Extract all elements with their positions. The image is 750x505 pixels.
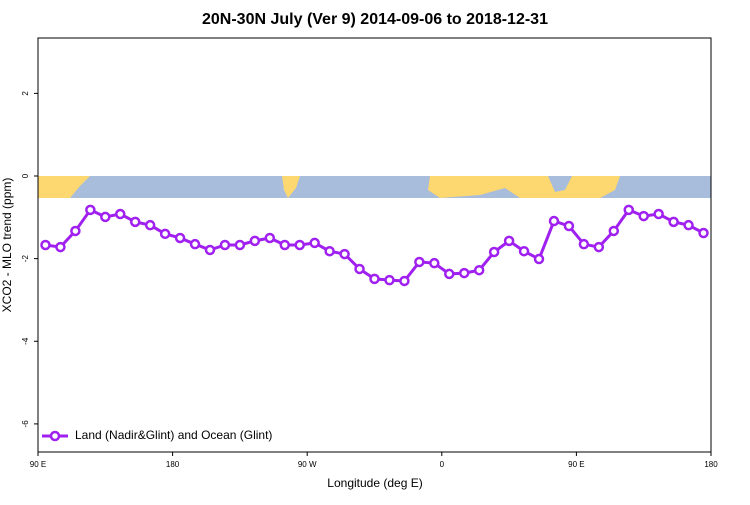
data-point xyxy=(458,267,470,279)
data-point xyxy=(339,248,350,260)
y-tick-label: 2 xyxy=(21,91,30,96)
x-tick-label: 90 E xyxy=(30,460,46,469)
x-tick-label: 180 xyxy=(704,460,718,469)
data-point xyxy=(70,225,81,237)
data-point xyxy=(608,225,620,237)
data-point xyxy=(144,219,156,231)
plot-frame xyxy=(37,37,712,453)
data-point xyxy=(488,246,500,258)
data-point xyxy=(698,227,709,239)
data-point xyxy=(533,253,545,265)
data-point xyxy=(189,238,201,250)
data-point xyxy=(85,204,96,216)
data-point xyxy=(55,241,66,253)
data-point xyxy=(653,208,664,220)
data-point xyxy=(429,257,440,269)
data-point xyxy=(279,239,291,251)
data-point xyxy=(503,235,515,247)
data-point xyxy=(294,239,305,251)
y-tick-label: -6 xyxy=(21,420,30,428)
data-point xyxy=(115,208,126,220)
data-point xyxy=(40,239,51,251)
series-line xyxy=(45,207,705,283)
data-point xyxy=(444,268,455,280)
data-point xyxy=(369,273,380,285)
legend-label: Land (Nadir&Glint) and Ocean (Glint) xyxy=(75,428,272,442)
x-tick-label: 180 xyxy=(166,460,180,469)
data-point xyxy=(518,245,530,257)
y-tick-label: -2 xyxy=(21,255,30,263)
x-tick-label: 0 xyxy=(440,460,445,469)
chart-title: 20N-30N July (Ver 9) 2014-09-06 to 2018-… xyxy=(202,11,548,28)
data-point xyxy=(578,238,590,250)
map-strip xyxy=(38,176,711,198)
x-tick-label: 90 W xyxy=(298,460,317,469)
legend-marker xyxy=(49,430,61,442)
data-point xyxy=(399,275,410,287)
data-point xyxy=(249,235,261,247)
x-axis-label: Longitude (deg E) xyxy=(327,476,422,490)
data-point xyxy=(638,210,649,222)
data-point xyxy=(683,219,694,231)
data-point xyxy=(563,220,575,232)
data-point xyxy=(129,216,141,228)
data-point xyxy=(264,232,276,244)
data-point xyxy=(204,244,216,256)
data-point xyxy=(623,204,634,216)
y-axis-label: XCO2 - MLO trend (ppm) xyxy=(0,178,14,313)
data-point xyxy=(548,215,560,227)
data-point xyxy=(668,216,679,228)
data-point xyxy=(414,256,425,268)
data-point xyxy=(593,241,605,253)
data-point xyxy=(234,239,246,251)
data-point xyxy=(100,211,111,223)
y-tick-label: -4 xyxy=(21,337,30,345)
data-point xyxy=(159,228,171,240)
data-point xyxy=(354,263,365,275)
data-point xyxy=(473,264,485,276)
y-tick-label: 0 xyxy=(21,173,30,178)
data-point xyxy=(384,274,395,286)
data-point xyxy=(174,232,186,244)
data-point xyxy=(324,245,335,257)
data-point xyxy=(309,237,320,249)
x-tick-label: 90 E xyxy=(568,460,584,469)
data-point xyxy=(219,239,231,251)
